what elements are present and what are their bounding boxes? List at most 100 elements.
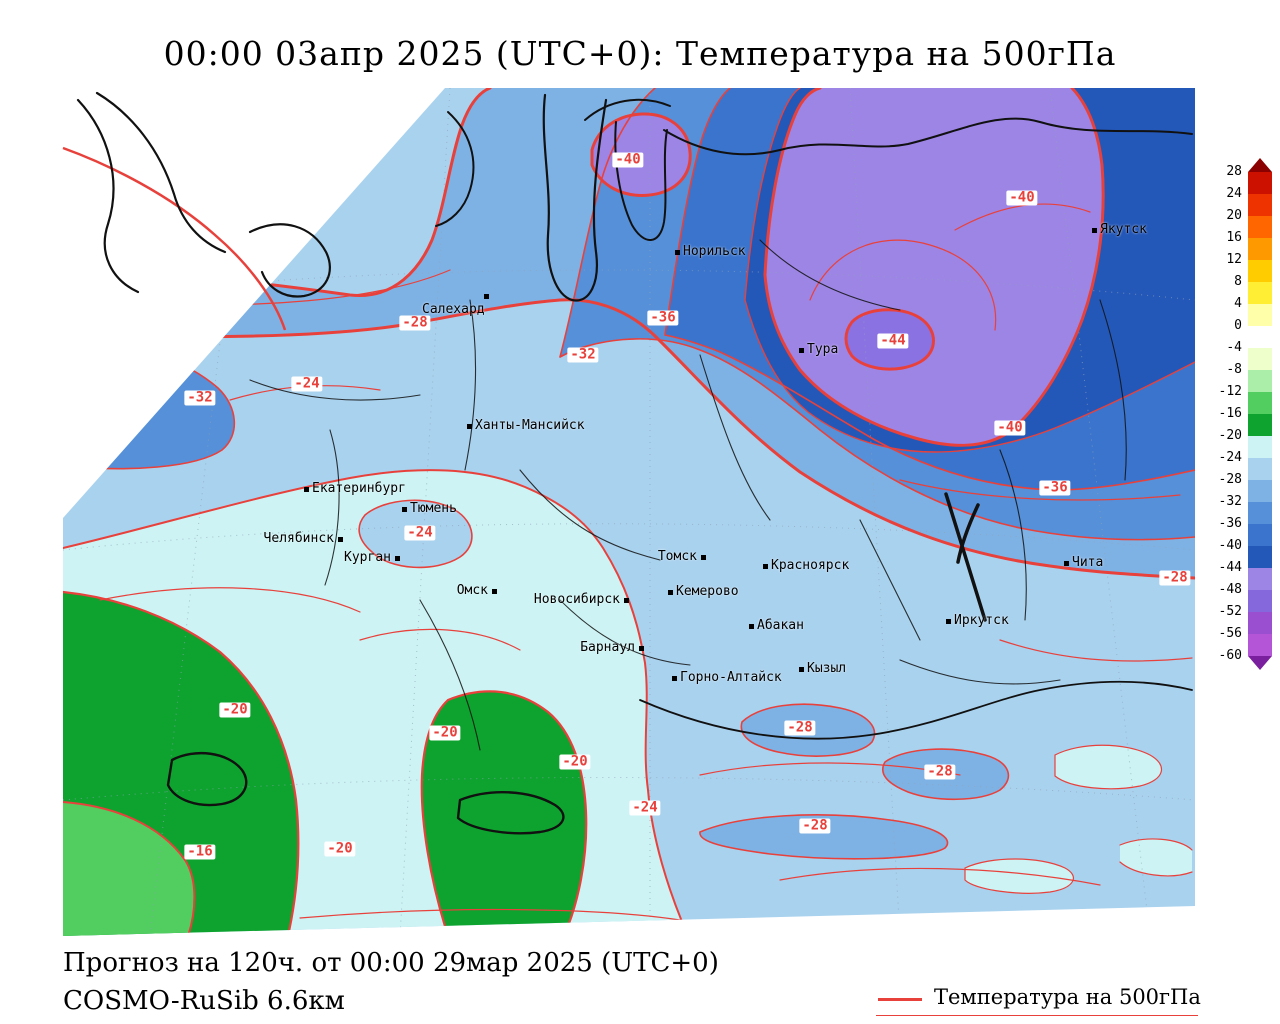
contour-label: -20 bbox=[219, 702, 251, 718]
contour-label: -20 bbox=[324, 841, 356, 857]
colorbar-cap-bottom bbox=[1248, 656, 1272, 670]
contour-label: -36 bbox=[1039, 480, 1071, 496]
city-dot-icon bbox=[394, 555, 400, 561]
colorbar-label: 0 bbox=[1234, 318, 1242, 333]
city-dot-icon bbox=[798, 347, 804, 353]
city-label: Омск bbox=[456, 583, 488, 598]
coastline-kanin bbox=[435, 111, 475, 227]
coastline-novaya-zemlya bbox=[584, 98, 671, 121]
city-label: Томск bbox=[657, 549, 697, 564]
isotherm-out-of-domain bbox=[62, 146, 287, 331]
city-dot-icon bbox=[623, 597, 629, 603]
colorbar-label: -28 bbox=[1218, 472, 1242, 487]
colorbar-segment bbox=[1248, 238, 1272, 260]
colorbar-segment bbox=[1248, 524, 1272, 546]
colorbar-segment bbox=[1248, 282, 1272, 304]
border-mongolia bbox=[639, 680, 1193, 740]
city-dot-icon bbox=[638, 645, 644, 651]
coastline-scandinavia bbox=[76, 98, 140, 294]
colorbar-label: -24 bbox=[1218, 450, 1242, 465]
city-dot-icon bbox=[748, 623, 754, 629]
page-title: 00:00 03апр 2025 (UTC+0): Температура на… bbox=[163, 34, 1117, 73]
region-green-light-corner bbox=[63, 802, 195, 936]
colorbar-label: 28 bbox=[1226, 164, 1242, 179]
city-label: Иркутск bbox=[954, 613, 1009, 628]
city-label: Красноярск bbox=[771, 558, 850, 573]
city-label: Тура bbox=[807, 342, 839, 357]
city-dot-icon bbox=[1091, 227, 1097, 233]
legend-label: Температура на 500гПа bbox=[934, 985, 1201, 1009]
colorbar-segment bbox=[1248, 392, 1272, 414]
graticule bbox=[63, 88, 1195, 936]
contour-label: -40 bbox=[1006, 190, 1038, 206]
region-cyan-patch-se-1 bbox=[1055, 745, 1162, 789]
city-dot-icon bbox=[700, 554, 706, 560]
lake-zaysan bbox=[456, 791, 565, 835]
colorbar-segment bbox=[1248, 458, 1272, 480]
colorbar-label: -56 bbox=[1218, 626, 1242, 641]
colorbar-label: -52 bbox=[1218, 604, 1242, 619]
colorbar-segment bbox=[1248, 634, 1272, 656]
region-violet-main bbox=[765, 88, 1104, 446]
isotherm-contours bbox=[63, 88, 1195, 936]
contour-label: -24 bbox=[629, 800, 661, 816]
colorbar-label: 16 bbox=[1226, 230, 1242, 245]
legend: Температура на 500гПа bbox=[876, 984, 1201, 1016]
geography-lines bbox=[76, 91, 1193, 835]
contour-label: -40 bbox=[994, 420, 1026, 436]
colorbar-segment bbox=[1248, 172, 1272, 194]
colorbar-label: -16 bbox=[1218, 406, 1242, 421]
model-info: COSMO-RuSib 6.6км bbox=[63, 986, 345, 1016]
colorbar-label: -8 bbox=[1226, 362, 1242, 377]
legend-line-swatch bbox=[878, 998, 922, 1001]
colorbar-segment bbox=[1248, 568, 1272, 590]
city-label: Норильск bbox=[683, 244, 746, 259]
contour-label: -40 bbox=[612, 152, 644, 168]
city-label: Тюмень bbox=[410, 501, 457, 516]
city-dot-icon bbox=[671, 675, 677, 681]
city-dot-icon bbox=[762, 563, 768, 569]
city-dot-icon bbox=[466, 423, 472, 429]
colorbar-label: -4 bbox=[1226, 340, 1242, 355]
city-label: Якутск bbox=[1100, 222, 1147, 237]
city-label: Ханты-Мансийск bbox=[475, 418, 585, 433]
city-label: Кызыл bbox=[807, 661, 847, 676]
colorbar-segment bbox=[1248, 612, 1272, 634]
city-dot-icon bbox=[401, 506, 407, 512]
city-dot-icon bbox=[337, 536, 343, 542]
city-dot-icon bbox=[303, 486, 309, 492]
colorbar-segment bbox=[1248, 216, 1272, 238]
city-label: Салехард bbox=[422, 302, 485, 317]
colorbar-label: 4 bbox=[1234, 296, 1242, 311]
city-label: Екатеринбург bbox=[312, 481, 406, 496]
colorbar-segment bbox=[1248, 414, 1272, 436]
city-dot-icon bbox=[798, 666, 804, 672]
region-green-dark-center bbox=[421, 691, 587, 936]
colorbar-segment bbox=[1248, 260, 1272, 282]
colorbar-label: -60 bbox=[1218, 648, 1242, 663]
contour-label: -44 bbox=[877, 333, 909, 349]
colorbar-label: 20 bbox=[1226, 208, 1242, 223]
contour-label: -32 bbox=[184, 390, 216, 406]
colorbar-segment bbox=[1248, 370, 1272, 392]
region-cyan-patch-se-3 bbox=[1120, 838, 1192, 876]
city-label: Абакан bbox=[757, 618, 804, 633]
legend-rule bbox=[876, 1015, 1198, 1016]
colorbar-segment bbox=[1248, 590, 1272, 612]
colorbar-label: 8 bbox=[1234, 274, 1242, 289]
region-minus28-satellite-3 bbox=[699, 814, 948, 859]
city-dot-icon bbox=[945, 618, 951, 624]
colorbar-label: -32 bbox=[1218, 494, 1242, 509]
city-label: Барнаул bbox=[580, 640, 635, 655]
contour-label: -24 bbox=[404, 525, 436, 541]
contour-label: -28 bbox=[784, 720, 816, 736]
contour-label: -32 bbox=[567, 347, 599, 363]
colorbar-segment bbox=[1248, 326, 1272, 348]
contour-label: -24 bbox=[291, 376, 323, 392]
contour-label: -20 bbox=[559, 754, 591, 770]
contour-label: -16 bbox=[184, 844, 216, 860]
city-label: Горно-Алтайск bbox=[680, 670, 782, 685]
colorbar-cap-top bbox=[1248, 158, 1272, 172]
